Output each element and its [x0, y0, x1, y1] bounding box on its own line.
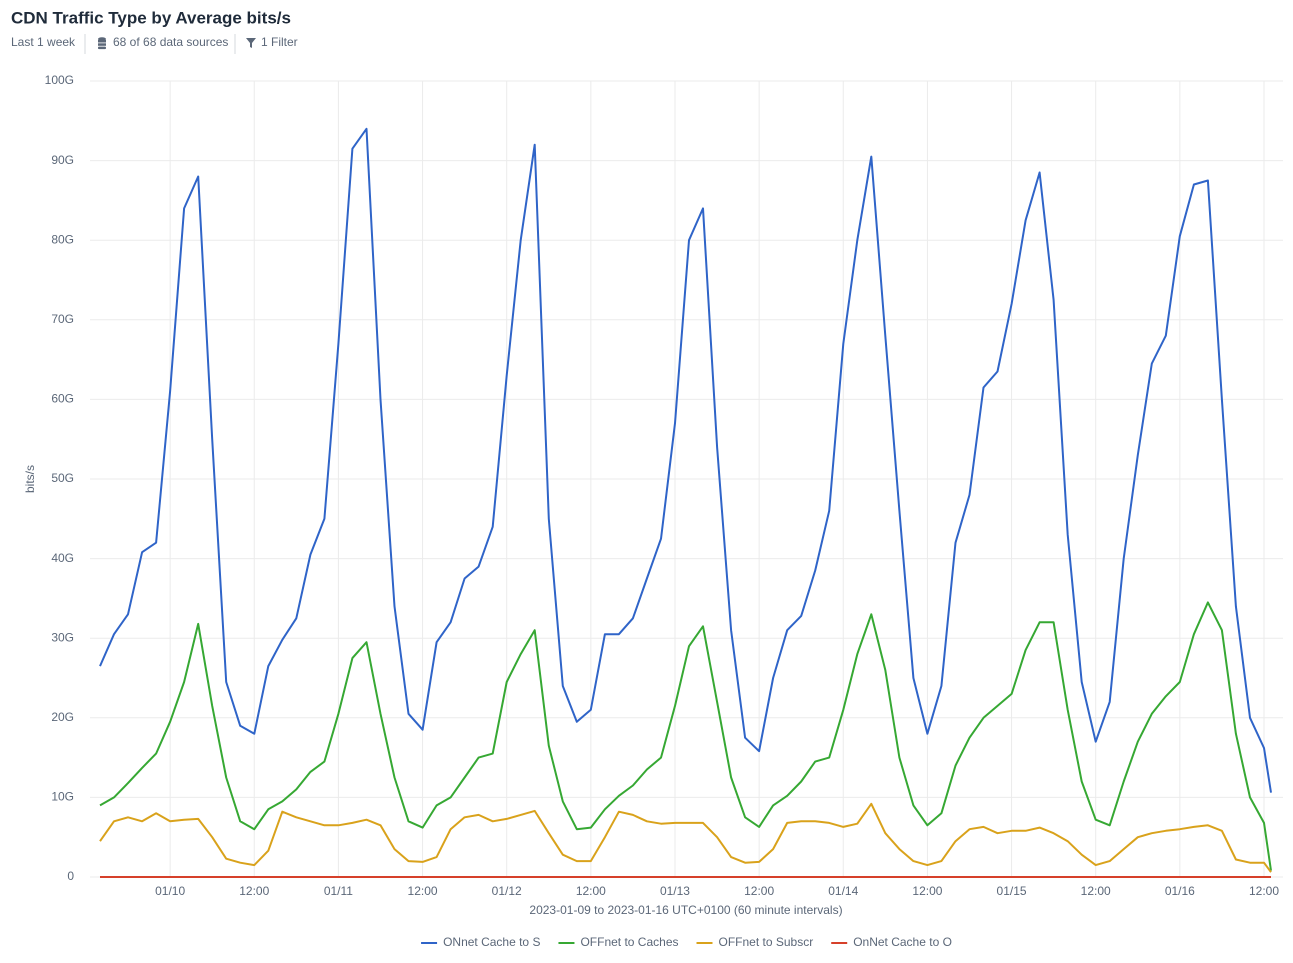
x-tick-label: 12:00 [576, 884, 606, 898]
chart-title: CDN Traffic Type by Average bits/s [11, 8, 291, 27]
legend-label[interactable]: OFFnet to Subscr [719, 935, 814, 949]
y-tick-label: 60G [51, 392, 74, 406]
x-axis-label: 2023-01-09 to 2023-01-16 UTC+0100 (60 mi… [529, 903, 842, 917]
x-tick-label: 12:00 [239, 884, 269, 898]
database-icon [98, 37, 106, 50]
x-tick-label: 01/15 [997, 884, 1027, 898]
time-range[interactable]: Last 1 week [11, 35, 76, 49]
y-tick-label: 80G [51, 232, 74, 246]
data-sources[interactable]: 68 of 68 data sources [113, 35, 228, 49]
series-line [99, 127, 1272, 793]
filter[interactable]: 1 Filter [261, 35, 298, 49]
y-tick-label: 40G [51, 551, 74, 565]
x-tick-label: 12:00 [408, 884, 438, 898]
x-tick-label: 12:00 [912, 884, 942, 898]
y-tick-label: 20G [51, 710, 74, 724]
legend-label[interactable]: OnNet Cache to O [853, 935, 952, 949]
x-tick-label: 01/10 [155, 884, 185, 898]
y-axis-label: bits/s [23, 465, 37, 493]
x-tick-label: 01/16 [1165, 884, 1195, 898]
x-tick-label: 01/13 [660, 884, 690, 898]
y-tick-label: 50G [51, 471, 74, 485]
series-line [99, 601, 1272, 871]
x-tick-label: 01/14 [828, 884, 858, 898]
legend-label[interactable]: ONnet Cache to S [443, 935, 540, 949]
y-tick-label: 10G [51, 790, 74, 804]
filter-icon [246, 38, 256, 48]
series-line [99, 802, 1272, 873]
legend-label[interactable]: OFFnet to Caches [580, 935, 678, 949]
x-tick-label: 12:00 [1081, 884, 1111, 898]
y-tick-label: 100G [45, 73, 74, 87]
y-tick-label: 0 [67, 869, 74, 883]
x-tick-label: 01/12 [492, 884, 522, 898]
y-tick-label: 30G [51, 630, 74, 644]
y-tick-label: 70G [51, 312, 74, 326]
x-tick-label: 01/11 [324, 884, 353, 898]
y-tick-label: 90G [51, 153, 74, 167]
x-tick-label: 12:00 [744, 884, 774, 898]
x-tick-label: 12:00 [1249, 884, 1279, 898]
